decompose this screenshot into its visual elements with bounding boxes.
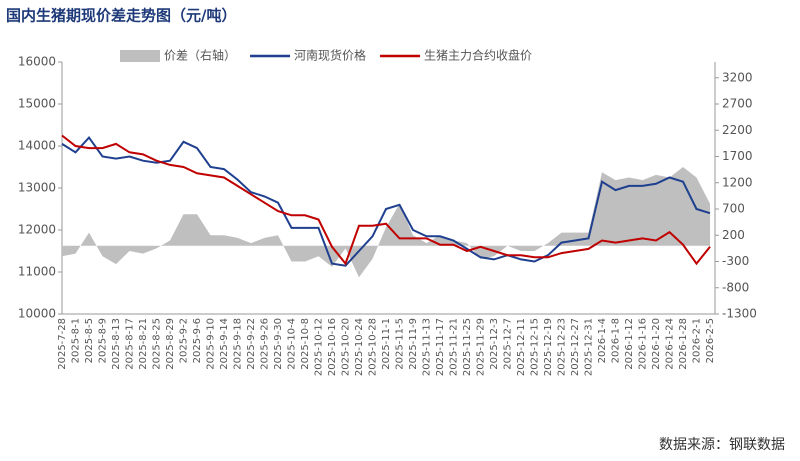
x-tick-label: 2025-10-28 <box>368 318 379 376</box>
x-tick-label: 2025-12-31 <box>584 318 595 376</box>
x-tick-label: 2025-9-10 <box>206 318 217 370</box>
x-tick-label: 2025-7-28 <box>57 318 68 370</box>
x-tick-label: 2025-12-15 <box>530 318 541 376</box>
x-tick-label: 2025-9-18 <box>233 318 244 370</box>
price-line <box>61 136 711 267</box>
y2-tick-label: -800 <box>722 280 749 294</box>
x-tick-label: 2025-12-19 <box>543 318 554 376</box>
x-tick-label: 2025-8-13 <box>111 318 122 370</box>
x-tick-label: 2025-8-25 <box>152 318 163 370</box>
x-tick-label: 2025-11-17 <box>435 318 446 376</box>
x-tick-label: 2025-10-12 <box>314 318 325 376</box>
x-tick-label: 2026-1-24 <box>665 318 676 370</box>
x-tick-label: 2025-12-27 <box>570 318 581 376</box>
y-tick-label: 14000 <box>18 139 56 153</box>
x-tick-label: 2025-11-1 <box>381 318 392 370</box>
x-tick-label: 2025-8-29 <box>165 318 176 370</box>
x-tick-label: 2025-9-2 <box>179 318 190 363</box>
x-tick-label: 2025-9-22 <box>246 318 257 370</box>
x-tick-label: 2026-2-1 <box>692 318 703 363</box>
x-tick-label: 2026-1-12 <box>624 318 635 370</box>
x-tick-label: 2026-1-16 <box>638 318 649 370</box>
legend-swatch <box>120 50 160 62</box>
y2-tick-label: 200 <box>722 228 745 242</box>
x-tick-label: 2025-11-13 <box>422 318 433 376</box>
x-tick-label: 2025-10-4 <box>287 318 298 370</box>
x-tick-label: 2025-9-26 <box>260 318 271 370</box>
x-tick-label: 2025-11-21 <box>449 318 460 376</box>
legend-label: 价差（右轴） <box>164 48 236 63</box>
y2-tick-label: 3200 <box>722 70 753 84</box>
legend-label: 生猪主力合约收盘价 <box>424 48 532 63</box>
y-tick-label: 11000 <box>18 265 56 279</box>
x-tick-label: 2025-9-30 <box>273 318 284 370</box>
source: 数据来源：钢联数据 <box>659 437 785 453</box>
x-tick-label: 2025-10-24 <box>354 318 365 376</box>
x-tick-label: 2026-2-5 <box>705 318 716 363</box>
x-tick-label: 2025-12-3 <box>489 318 500 370</box>
diff-area <box>62 167 710 278</box>
x-tick-label: 2025-11-29 <box>476 318 487 376</box>
x-tick-label: 2025-8-17 <box>125 318 136 370</box>
chart-title: 国内生猪期现价差走势图（元/吨） <box>6 7 236 25</box>
x-tick-label: 2025-8-21 <box>138 318 149 370</box>
y2-tick-label: 1700 <box>722 149 753 163</box>
x-tick-label: 2025-8-1 <box>71 318 82 363</box>
x-tick-label: 2025-12-7 <box>503 318 514 370</box>
x-tick-label: 2025-9-6 <box>192 318 203 363</box>
x-tick-label: 2025-11-9 <box>408 318 419 370</box>
y-tick-label: 16000 <box>18 55 56 69</box>
y-tick-label: 15000 <box>18 97 56 111</box>
x-tick-label: 2025-10-8 <box>300 318 311 370</box>
x-tick-label: 2025-9-14 <box>219 318 230 370</box>
y2-tick-label: 2700 <box>722 97 753 111</box>
x-tick-label: 2025-11-25 <box>462 318 473 376</box>
legend-label: 河南现货价格 <box>294 48 366 63</box>
y2-tick-label: 2200 <box>722 123 753 137</box>
x-tick-label: 2025-11-5 <box>395 318 406 370</box>
x-tick-label: 2026-1-20 <box>651 318 662 370</box>
y2-tick-label: -300 <box>722 254 749 268</box>
y-tick-label: 13000 <box>18 181 56 195</box>
y2-tick-label: 1200 <box>722 175 753 189</box>
y2-tick-label: 700 <box>722 202 745 216</box>
x-tick-label: 2026-1-28 <box>678 318 689 370</box>
x-tick-label: 2026-1-8 <box>611 318 622 363</box>
y-tick-label: 12000 <box>18 223 56 237</box>
x-tick-label: 2025-8-5 <box>84 318 95 363</box>
price-line <box>61 134 711 266</box>
x-tick-label: 2025-12-23 <box>557 318 568 376</box>
x-tick-label: 2025-10-20 <box>341 318 352 376</box>
x-tick-label: 2025-8-9 <box>98 318 109 363</box>
y2-tick-label: -1300 <box>722 307 757 321</box>
x-tick-label: 2025-12-11 <box>516 318 527 376</box>
x-tick-label: 2025-10-16 <box>327 318 338 376</box>
x-tick-label: 2026-1-4 <box>597 318 608 363</box>
y-tick-label: 10000 <box>18 307 56 321</box>
